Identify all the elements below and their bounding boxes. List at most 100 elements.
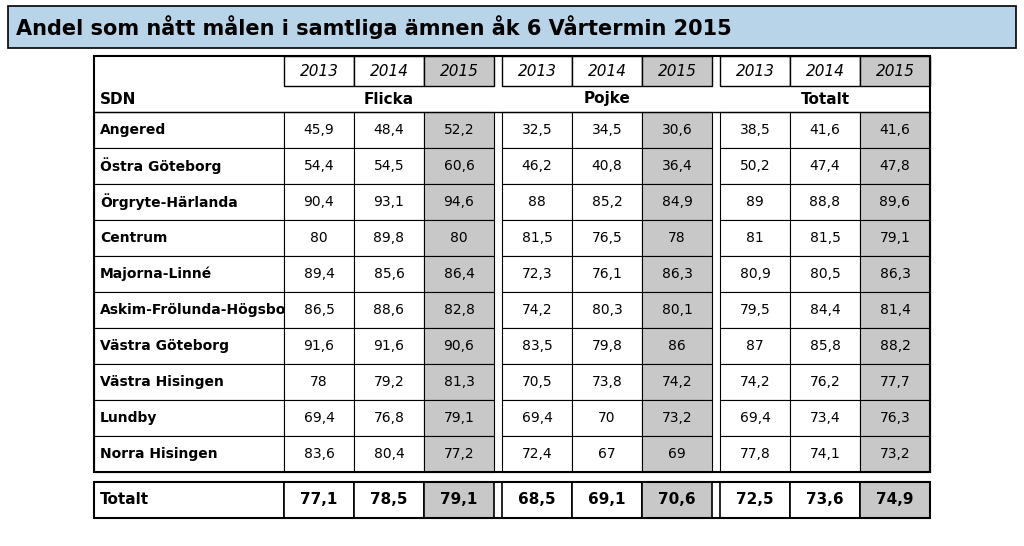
Text: 84,9: 84,9: [662, 195, 692, 209]
Bar: [424, 56, 494, 86]
Bar: [502, 184, 572, 220]
Text: Östra Göteborg: Östra Göteborg: [100, 158, 221, 174]
Text: 94,6: 94,6: [443, 195, 474, 209]
Bar: [502, 220, 572, 256]
Bar: [642, 292, 712, 328]
Bar: [860, 400, 930, 436]
Text: 83,5: 83,5: [521, 339, 552, 353]
Bar: [94, 482, 284, 518]
Bar: [354, 400, 424, 436]
Bar: [354, 112, 424, 148]
Text: 79,1: 79,1: [440, 492, 477, 507]
Bar: [720, 148, 790, 184]
Text: 72,5: 72,5: [736, 492, 774, 507]
Bar: [502, 292, 572, 328]
Text: 80: 80: [310, 231, 328, 245]
Bar: [94, 436, 284, 472]
Bar: [354, 148, 424, 184]
Bar: [572, 364, 642, 400]
Text: 69,4: 69,4: [303, 411, 335, 425]
Text: 88: 88: [528, 195, 546, 209]
Text: 89,6: 89,6: [880, 195, 910, 209]
Text: 90,6: 90,6: [443, 339, 474, 353]
Text: 81,5: 81,5: [521, 231, 552, 245]
Bar: [860, 256, 930, 292]
Text: 91,6: 91,6: [374, 339, 404, 353]
Text: 78: 78: [310, 375, 328, 389]
Text: 73,6: 73,6: [806, 492, 844, 507]
Bar: [94, 364, 284, 400]
Bar: [572, 256, 642, 292]
Bar: [790, 364, 860, 400]
Text: 69,4: 69,4: [521, 411, 552, 425]
Text: 85,6: 85,6: [374, 267, 404, 281]
Text: 73,8: 73,8: [592, 375, 623, 389]
Bar: [642, 112, 712, 148]
Text: 93,1: 93,1: [374, 195, 404, 209]
Bar: [354, 56, 424, 86]
Bar: [720, 292, 790, 328]
Text: 2015: 2015: [657, 63, 696, 79]
Text: 54,4: 54,4: [304, 159, 334, 173]
Text: 81,5: 81,5: [810, 231, 841, 245]
Bar: [284, 220, 354, 256]
Text: 86,3: 86,3: [662, 267, 692, 281]
Text: 41,6: 41,6: [880, 123, 910, 137]
Text: 81,4: 81,4: [880, 303, 910, 317]
Bar: [284, 56, 354, 86]
Bar: [284, 148, 354, 184]
Text: 32,5: 32,5: [521, 123, 552, 137]
Bar: [502, 482, 572, 518]
Text: 76,3: 76,3: [880, 411, 910, 425]
Text: Majorna-Linné: Majorna-Linné: [100, 267, 212, 281]
Bar: [94, 148, 284, 184]
Bar: [720, 256, 790, 292]
Bar: [502, 112, 572, 148]
Bar: [642, 184, 712, 220]
Text: 54,5: 54,5: [374, 159, 404, 173]
Bar: [94, 56, 930, 472]
Text: 72,4: 72,4: [521, 447, 552, 461]
Text: 73,4: 73,4: [810, 411, 841, 425]
Text: 73,2: 73,2: [880, 447, 910, 461]
Bar: [502, 364, 572, 400]
Bar: [720, 112, 790, 148]
Bar: [572, 482, 642, 518]
Bar: [790, 292, 860, 328]
Bar: [354, 184, 424, 220]
Bar: [642, 328, 712, 364]
Bar: [790, 56, 860, 86]
Text: 41,6: 41,6: [810, 123, 841, 137]
Bar: [642, 364, 712, 400]
Bar: [720, 364, 790, 400]
Bar: [790, 328, 860, 364]
Text: 69,4: 69,4: [739, 411, 770, 425]
Bar: [642, 436, 712, 472]
Text: Totalt: Totalt: [100, 492, 150, 507]
Text: Lundby: Lundby: [100, 411, 158, 425]
Text: 69: 69: [668, 447, 686, 461]
Text: 79,1: 79,1: [443, 411, 474, 425]
Text: 86,3: 86,3: [880, 267, 910, 281]
Text: 74,2: 74,2: [662, 375, 692, 389]
Bar: [424, 112, 494, 148]
Bar: [94, 256, 284, 292]
Text: 72,3: 72,3: [521, 267, 552, 281]
Bar: [790, 112, 860, 148]
Bar: [720, 400, 790, 436]
Text: Västra Göteborg: Västra Göteborg: [100, 339, 229, 353]
Bar: [572, 328, 642, 364]
Text: 91,6: 91,6: [303, 339, 335, 353]
Bar: [790, 482, 860, 518]
Text: 34,5: 34,5: [592, 123, 623, 137]
Bar: [94, 220, 284, 256]
Bar: [790, 436, 860, 472]
Text: 2015: 2015: [439, 63, 478, 79]
Text: Pojke: Pojke: [584, 92, 631, 106]
Text: 2013: 2013: [299, 63, 339, 79]
Text: 76,8: 76,8: [374, 411, 404, 425]
Text: 47,8: 47,8: [880, 159, 910, 173]
Text: 80,9: 80,9: [739, 267, 770, 281]
Bar: [572, 112, 642, 148]
Text: 45,9: 45,9: [304, 123, 335, 137]
